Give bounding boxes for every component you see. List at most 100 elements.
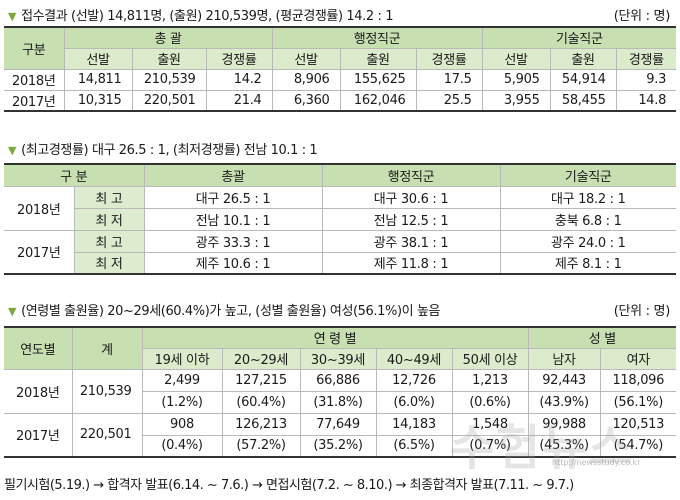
count-cell: 118,096 (599, 368, 677, 392)
count-cell: 14,183 (375, 412, 453, 436)
group-header-total: 총 괄 (63, 26, 273, 49)
table-cell: 충북 6.8 : 1 (499, 207, 676, 231)
table-cell: 14.2 (205, 68, 273, 91)
percent-cell: (54.7%) (599, 434, 677, 458)
percent-cell: (6.0%) (375, 390, 453, 414)
table-cell: 광주 38.1 : 1 (321, 229, 501, 253)
table-cell: 대구 18.2 : 1 (499, 185, 676, 209)
table-row: (0.4%) (57.2%) (35.2%) (6.5%) (0.7%) (45… (4, 434, 677, 458)
subheader: 출원 (131, 47, 207, 70)
table-cell: 162,046 (339, 89, 417, 112)
year-cell: 2018년 (4, 368, 73, 414)
year-cell: 2018년 (4, 185, 75, 231)
count-cell: 99,988 (527, 412, 601, 436)
table-cell: 155,625 (339, 68, 417, 91)
high-label: 최 고 (73, 185, 145, 209)
year-header: 연도별 (4, 326, 73, 370)
count-cell: 92,443 (527, 368, 601, 392)
subheader: 경쟁률 (415, 47, 483, 70)
year-cell: 2017년 (4, 412, 73, 458)
watermark-url: http://newsstudy.co.kr (552, 458, 641, 467)
count-cell: 2,499 (141, 368, 223, 392)
low-label: 최 저 (74, 207, 145, 231)
table-row: 2017년 10,315 220,501 21.4 6,360 162,046 … (4, 89, 677, 112)
year-cell: 2017년 (4, 89, 65, 112)
table-cell: 14,811 (63, 68, 133, 91)
age-column-header: 50세 이상 (451, 347, 529, 370)
table-cell: 54,914 (549, 68, 617, 91)
percent-cell: (0.6%) (451, 390, 529, 414)
table-row: 최 저 제주 10.6 : 1 제주 11.8 : 1 제주 8.1 : 1 (4, 251, 676, 275)
percent-cell: (57.2%) (221, 434, 301, 458)
section3-unit: (단위 : 명) (613, 304, 671, 319)
column-header-tech: 기술직군 (499, 163, 676, 187)
row-header: 구 분 (4, 163, 145, 187)
group-header-admin: 행정직군 (271, 26, 483, 49)
table-cell: 14.8 (615, 89, 677, 112)
percent-cell: (1.2%) (142, 390, 223, 414)
gender-column-header: 남자 (527, 347, 601, 370)
column-header-admin: 행정직군 (321, 163, 501, 187)
column-header-total: 총괄 (143, 163, 323, 187)
gender-column-header: 여자 (599, 347, 677, 370)
low-label: 최 저 (74, 251, 145, 275)
subheader: 경쟁률 (615, 47, 677, 70)
year-cell: 2017년 (4, 229, 75, 275)
age-gender-table: 연도별 계 연 령 별 성 별 19세 이하 20~29세 30~39세 40~… (4, 326, 677, 458)
table-cell: 10,315 (63, 89, 133, 112)
percent-cell: (45.3%) (527, 434, 601, 458)
percent-cell: (35.2%) (299, 434, 377, 458)
group-header-tech: 기술직군 (481, 26, 677, 49)
subheader: 선발 (271, 47, 341, 70)
count-cell: 1,213 (451, 368, 529, 392)
percent-cell: (31.8%) (299, 390, 377, 414)
table-cell: 8,906 (271, 68, 341, 91)
age-group-header: 연 령 별 (141, 326, 529, 349)
age-column-header: 30~39세 (299, 347, 377, 370)
table-cell: 대구 26.5 : 1 (143, 185, 323, 209)
table-cell: 제주 8.1 : 1 (499, 251, 676, 275)
table-row: 2018년 14,811 210,539 14.2 8,906 155,625 … (4, 68, 677, 91)
table-cell: 25.5 (415, 89, 483, 112)
table-cell: 광주 24.0 : 1 (499, 229, 676, 253)
percent-cell: (6.5%) (375, 434, 453, 458)
triangle-bullet-icon: ▼ (8, 10, 17, 23)
subheader: 출원 (549, 47, 617, 70)
total-header: 계 (71, 326, 143, 370)
table-cell: 제주 11.8 : 1 (321, 251, 501, 275)
table-cell: 21.4 (205, 89, 273, 112)
table-cell: 5,905 (481, 68, 551, 91)
table-row: 최 저 전남 10.1 : 1 전남 12.5 : 1 충북 6.8 : 1 (4, 207, 676, 231)
section2-heading: ▼ (최고경쟁률) 대구 26.5 : 1, (최저경쟁률) 전남 10.1 : … (8, 143, 318, 158)
subheader: 선발 (64, 47, 133, 70)
section1-heading: ▼ 접수결과 (선발) 14,811명, (출원) 210,539명, (평균경쟁… (8, 9, 394, 24)
table-cell: 제주 10.6 : 1 (143, 251, 323, 275)
table-cell: 210,539 (131, 68, 207, 91)
percent-cell: (0.4%) (142, 434, 223, 458)
age-column-header: 19세 이하 (142, 347, 223, 370)
table-row: 2018년 210,539 2,499 127,215 66,886 12,72… (4, 368, 677, 414)
high-label: 최 고 (73, 229, 145, 253)
competition-ratio-table: 구 분 총괄 행정직군 기술직군 2018년 최 고 대구 26.5 : 1 대… (4, 163, 676, 275)
age-column-header: 40~49세 (375, 347, 453, 370)
count-cell: 66,886 (299, 368, 377, 392)
table-cell: 광주 33.3 : 1 (143, 229, 323, 253)
table-cell: 대구 30.6 : 1 (321, 185, 501, 209)
percent-cell: (60.4%) (221, 390, 301, 414)
gender-group-header: 성 별 (527, 326, 677, 349)
year-cell: 2018년 (4, 68, 65, 91)
table-cell: 17.5 (415, 68, 483, 91)
watermark-logo: 수험뉴스 (450, 420, 635, 476)
triangle-bullet-icon: ▼ (8, 305, 17, 318)
percent-cell: (0.7%) (451, 434, 529, 458)
age-column-header: 20~29세 (221, 347, 301, 370)
count-cell: 77,649 (299, 412, 377, 436)
count-cell: 127,215 (221, 368, 301, 392)
count-cell: 126,213 (221, 412, 301, 436)
total-cell: 210,539 (71, 368, 143, 414)
schedule-footer: 필기시험(5.19.) → 합격자 발표(6.14. ~ 7.6.) → 면접시… (4, 478, 574, 493)
table-row: (1.2%) (60.4%) (31.8%) (6.0%) (0.6%) (43… (4, 390, 677, 414)
table-cell: 3,955 (481, 89, 551, 112)
table-cell: 전남 12.5 : 1 (321, 207, 501, 231)
section1-unit: (단위 : 명) (613, 9, 671, 24)
